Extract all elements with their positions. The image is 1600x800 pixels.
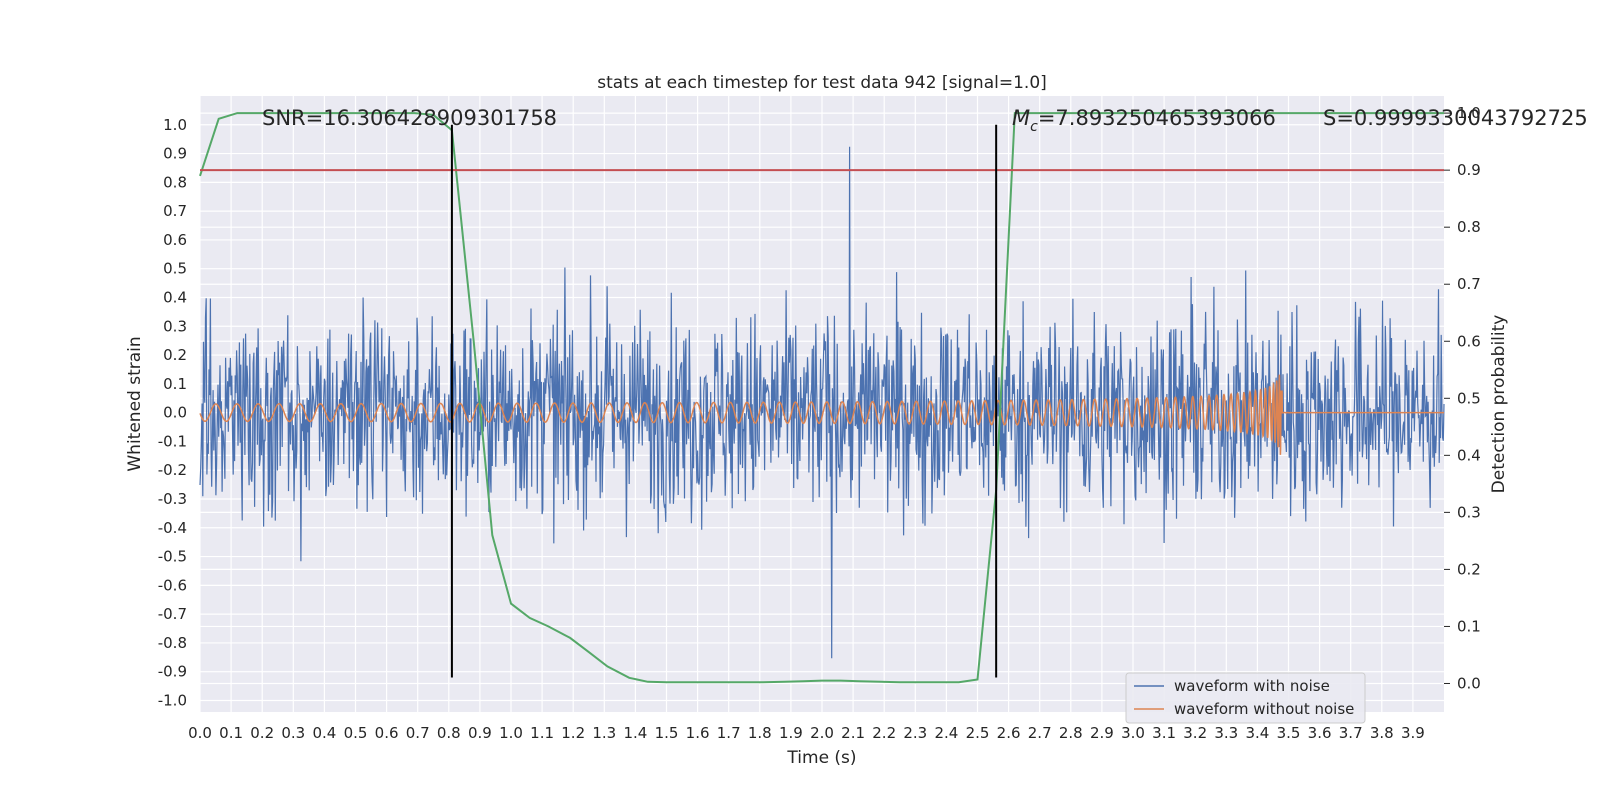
x-tick-label: 0.1	[219, 724, 243, 742]
legend-label-noise: waveform with noise	[1174, 677, 1330, 695]
legend-box	[1125, 672, 1366, 724]
x-tick-labels: 0.0 0.1 0.2 0.3 0.4 0.5 0.6 0.7 0.8 0.9 1.0 1.1 1.2 1…	[188, 724, 1425, 742]
score-annotation: S=0.9999330043792725	[1323, 106, 1588, 130]
right-y-tick-label: 0.0	[1457, 674, 1481, 692]
right-y-axis-label: Detection probability	[1489, 315, 1509, 494]
y-tick-label: 1.0	[163, 116, 187, 134]
x-tick-label: 1.8	[748, 724, 772, 742]
y-tick-label: 0.8	[163, 173, 187, 191]
y-tick-label: 0.9	[163, 145, 187, 163]
x-tick-label: 0.0	[188, 724, 212, 742]
x-tick-label: 2.8	[1059, 724, 1083, 742]
right-y-tick-label: 0.5	[1457, 389, 1481, 407]
right-y-tick-label: 0.9	[1457, 161, 1481, 179]
x-tick-label: 2.0	[810, 724, 834, 742]
x-tick-label: 1.0	[499, 724, 523, 742]
x-tick-label: 3.5	[1277, 724, 1301, 742]
x-tick-label: 1.9	[779, 724, 803, 742]
chirp-mass-annotation: Mc=7.893250465393066	[1012, 106, 1276, 135]
snr-annotation: SNR=16.306428909301758	[262, 106, 557, 130]
y-tick-label: 0.7	[163, 202, 187, 220]
y-tick-label: 0.0	[163, 404, 187, 422]
x-tick-label: 1.1	[530, 724, 554, 742]
y-tick-label: -0.7	[158, 605, 187, 623]
y-tick-label: 0.2	[163, 346, 187, 364]
y-tick-label: -0.3	[158, 490, 187, 508]
y-tick-label: 0.5	[163, 260, 187, 278]
x-tick-label: 3.3	[1214, 724, 1238, 742]
x-tick-label: 3.4	[1245, 724, 1269, 742]
y-tick-label: -0.2	[158, 461, 187, 479]
right-y-tick-label: 0.6	[1457, 332, 1481, 350]
x-tick-label: 2.9	[1090, 724, 1114, 742]
y-tick-label: -0.9	[158, 663, 187, 681]
x-tick-label: 1.6	[686, 724, 710, 742]
legend: waveform with noise waveform without noi…	[1125, 672, 1366, 724]
x-tick-label: 3.1	[1152, 724, 1176, 742]
x-tick-label: 2.7	[1028, 724, 1052, 742]
right-y-tick-label: 0.4	[1457, 446, 1481, 464]
x-tick-label: 1.2	[561, 724, 585, 742]
y-tick-label: 0.1	[163, 375, 187, 393]
y-axis-label: Whitened strain	[125, 336, 145, 471]
legend-label-clean: waveform without noise	[1174, 700, 1354, 718]
x-tick-label: 0.3	[281, 724, 305, 742]
x-tick-label: 1.7	[717, 724, 741, 742]
x-tick-label: 2.6	[997, 724, 1021, 742]
series-waveform-with-noise	[199, 146, 1445, 659]
y-tick-label: 0.4	[163, 288, 187, 306]
vertical-markers	[450, 124, 998, 678]
x-axis-label: Time (s)	[786, 748, 856, 768]
x-tick-label: 1.5	[655, 724, 679, 742]
x-tick-label: 2.3	[903, 724, 927, 742]
y-tick-label: -0.4	[158, 519, 187, 537]
chart-title: stats at each timestep for test data 942…	[597, 73, 1047, 93]
right-y-tick-labels: 1.0 0.9 0.8 0.7 0.6 0.5 0.4 0.3 0.2 0.1 0.0	[1444, 104, 1481, 692]
x-tick-label: 0.5	[344, 724, 368, 742]
series-detection-probability	[199, 112, 1444, 684]
x-tick-label: 0.7	[406, 724, 430, 742]
right-y-tick-label: 0.7	[1457, 275, 1481, 293]
x-tick-label: 2.4	[934, 724, 958, 742]
x-tick-label: 0.8	[437, 724, 461, 742]
x-tick-label: 2.1	[841, 724, 865, 742]
x-tick-label: 3.7	[1339, 724, 1363, 742]
x-tick-label: 2.2	[872, 724, 896, 742]
x-tick-label: 3.6	[1308, 724, 1332, 742]
y-tick-label: 0.3	[163, 317, 187, 335]
x-tick-label: 2.5	[966, 724, 990, 742]
x-tick-label: 1.3	[592, 724, 616, 742]
y-tick-labels: 1.0 0.9 0.8 0.7 0.6 0.5 0.4 0.3 0.2 0.1 0.0 -0.1 -0.…	[158, 116, 187, 710]
right-y-tick-label: 0.3	[1457, 503, 1481, 521]
x-tick-label: 1.4	[623, 724, 647, 742]
right-y-tick-label: 0.1	[1457, 617, 1481, 635]
y-tick-label: 0.6	[163, 231, 187, 249]
x-tick-label: 0.2	[250, 724, 274, 742]
x-tick-label: 3.8	[1370, 724, 1394, 742]
y-tick-label: -1.0	[158, 691, 187, 709]
x-tick-label: 0.4	[312, 724, 336, 742]
right-y-tick-label: 0.2	[1457, 560, 1481, 578]
right-y-tick-label: 1.0	[1457, 104, 1481, 122]
series-waveform-without-noise	[199, 374, 1444, 455]
x-tick-label: 3.9	[1401, 724, 1425, 742]
x-tick-label: 0.9	[468, 724, 492, 742]
x-tick-label: 0.6	[375, 724, 399, 742]
y-tick-label: -0.8	[158, 634, 187, 652]
y-tick-label: -0.6	[158, 576, 187, 594]
x-tick-label: 3.0	[1121, 724, 1145, 742]
x-tick-label: 3.2	[1183, 724, 1207, 742]
y-tick-label: -0.1	[158, 432, 187, 450]
y-tick-label: -0.5	[158, 548, 187, 566]
right-y-tick-label: 0.8	[1457, 218, 1481, 236]
